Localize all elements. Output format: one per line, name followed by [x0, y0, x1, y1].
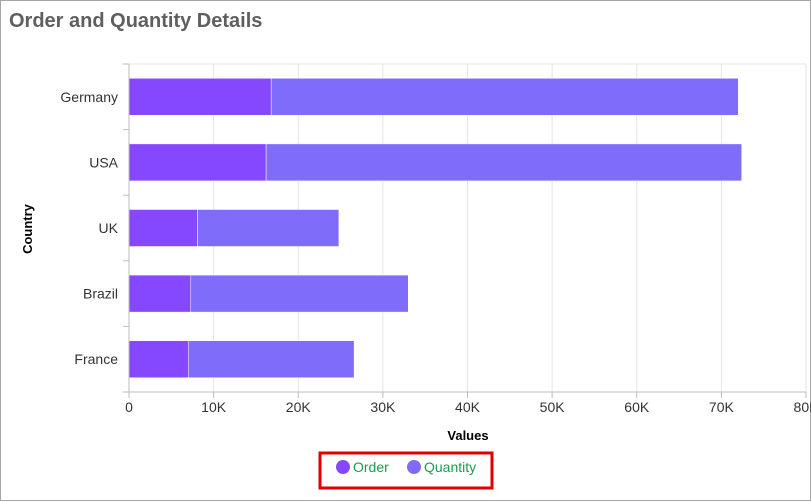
bar-order-france[interactable]	[128, 340, 189, 378]
bar-order-usa[interactable]	[128, 143, 267, 182]
bar-quantity-germany[interactable]	[270, 78, 739, 116]
bar-quantity-france[interactable]	[187, 340, 355, 378]
x-tick-label: 70K	[709, 399, 735, 415]
bar-quantity-usa[interactable]	[265, 143, 742, 182]
y-tick-label: Germany	[60, 89, 118, 105]
legend-highlight-box	[318, 451, 494, 490]
legend-label-quantity[interactable]: Quantity	[424, 459, 476, 475]
x-tick-label: 80K	[794, 399, 811, 415]
y-tick-label: France	[74, 351, 118, 367]
x-tick-label: 20K	[286, 399, 312, 415]
y-tick-label: UK	[99, 220, 119, 236]
bar-quantity-brazil[interactable]	[190, 274, 409, 313]
chart-title: Order and Quantity Details	[9, 10, 263, 32]
bar-order-uk[interactable]	[128, 209, 198, 247]
bar-quantity-uk[interactable]	[197, 209, 340, 247]
legend: Order Quantity	[336, 459, 476, 475]
axis-layer: 0 10K 20K 30K 40K 50K 60K 70K 80K Germany USA UK Bra…	[60, 63, 811, 415]
y-tick-label: Brazil	[83, 286, 118, 302]
legend-marker-order[interactable]	[336, 460, 350, 474]
x-tick-label: 60K	[624, 399, 650, 415]
y-axis-title: Country	[20, 203, 35, 254]
legend-marker-quantity[interactable]	[407, 460, 421, 474]
legend-label-order[interactable]: Order	[353, 459, 389, 475]
x-tick-label: 30K	[370, 399, 396, 415]
bar-order-germany[interactable]	[128, 78, 272, 116]
bar-layer	[128, 78, 742, 378]
x-tick-label: 50K	[540, 399, 566, 415]
y-tick-label: USA	[89, 154, 118, 170]
x-tick-label: 10K	[201, 399, 227, 415]
bar-order-brazil[interactable]	[128, 274, 192, 313]
x-axis-title: Values	[447, 428, 488, 443]
x-tick-label: 0	[125, 399, 133, 415]
x-tick-label: 40K	[455, 399, 481, 415]
